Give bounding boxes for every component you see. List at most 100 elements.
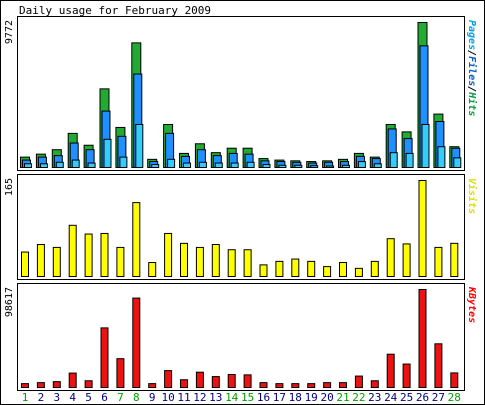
- bar-pages-day-8: [135, 123, 144, 168]
- bar-visits-day-8: [132, 202, 141, 277]
- bar-kbytes-day-3: [52, 381, 61, 388]
- x-tick-label: 26: [416, 391, 429, 404]
- bar-visits-day-4: [68, 224, 77, 278]
- bar-pages-day-14: [230, 162, 239, 169]
- bar-visits-day-12: [195, 246, 204, 277]
- panel-middle: 165 Visits: [4, 174, 478, 280]
- bar-pages-day-24: [389, 152, 398, 168]
- bar-pages-day-23: [373, 163, 382, 168]
- x-tick-label: 18: [289, 391, 302, 404]
- bar-kbytes-day-6: [100, 327, 109, 389]
- ymax-label: 9772: [4, 20, 15, 44]
- bar-visits-day-22: [354, 267, 363, 278]
- panel-frame: [17, 174, 465, 280]
- series-legend-label: KBytes: [466, 286, 477, 323]
- bar-kbytes-day-20: [323, 382, 332, 388]
- bar-visits-day-15: [243, 249, 252, 277]
- bar-kbytes-day-17: [275, 383, 284, 388]
- x-tick-label: 24: [384, 391, 398, 404]
- x-tick-label: 9: [149, 391, 156, 404]
- bar-kbytes-day-23: [370, 380, 379, 389]
- x-tick-label: 19: [305, 391, 318, 404]
- series-legend-label: Pages/Files/Hits: [466, 20, 478, 116]
- legend-text: KBytes: [466, 286, 477, 323]
- bar-visits-day-24: [386, 238, 395, 278]
- bar-kbytes-day-21: [339, 382, 347, 388]
- bar-kbytes-day-25: [402, 363, 411, 389]
- chart-title: Daily usage for February 2009: [19, 4, 211, 17]
- bar-kbytes-day-12: [195, 371, 204, 388]
- x-tick-label: 16: [257, 391, 270, 404]
- bar-pages-day-18: [294, 164, 303, 168]
- bar-pages-day-5: [87, 162, 96, 169]
- bar-kbytes-day-14: [227, 373, 236, 389]
- bar-visits-day-10: [164, 232, 173, 277]
- bar-visits-day-20: [323, 266, 332, 278]
- bar-visits-day-5: [84, 233, 93, 277]
- bar-pages-day-12: [198, 161, 207, 169]
- x-tick-label: 12: [193, 391, 206, 404]
- panel-top: 9772 Pages/Files/Hits: [4, 16, 478, 171]
- bar-pages-day-27: [437, 146, 446, 169]
- bar-visits-day-14: [227, 249, 236, 277]
- legend-text: Visits: [466, 178, 478, 214]
- x-tick-label: 20: [320, 391, 333, 404]
- bar-pages-day-20: [326, 165, 335, 169]
- x-tick-label: 2: [38, 391, 45, 404]
- x-tick-label: 3: [53, 391, 60, 404]
- bar-pages-day-3: [55, 161, 64, 169]
- ymax-label: 98617: [4, 287, 15, 317]
- bar-visits-day-27: [434, 246, 443, 277]
- bar-visits-day-3: [52, 246, 61, 277]
- x-tick-label: 15: [241, 391, 254, 404]
- bar-pages-day-10: [167, 158, 176, 169]
- bar-visits-day-19: [307, 260, 316, 278]
- bar-kbytes-day-13: [211, 376, 220, 388]
- x-tick-label: 7: [117, 391, 124, 404]
- bar-visits-day-26: [418, 180, 427, 277]
- bar-visits-day-23: [370, 260, 379, 278]
- bar-visits-day-13: [211, 244, 220, 277]
- bar-visits-day-21: [339, 262, 347, 278]
- bar-pages-day-17: [278, 164, 287, 168]
- bar-pages-day-15: [246, 161, 255, 169]
- bar-kbytes-day-11: [180, 379, 188, 389]
- bar-pages-day-28: [453, 157, 462, 169]
- x-tick-label: 13: [209, 391, 222, 404]
- ymax-label: 165: [4, 178, 15, 196]
- x-tick-label: 21: [336, 391, 349, 404]
- legend-text: Pages: [466, 20, 477, 50]
- legend-text: /: [466, 50, 477, 56]
- bar-visits-day-16: [259, 264, 268, 278]
- x-tick-label: 22: [352, 391, 365, 404]
- bar-kbytes-day-19: [307, 383, 316, 388]
- bar-visits-day-25: [402, 243, 411, 277]
- x-tick-label: 4: [69, 391, 76, 404]
- bar-pages-day-26: [421, 123, 430, 168]
- panel-frame: [17, 283, 465, 391]
- x-tick-label: 14: [225, 391, 239, 404]
- bar-pages-day-6: [103, 138, 112, 168]
- bar-kbytes-day-1: [21, 383, 29, 388]
- x-tick-label: 25: [400, 391, 413, 404]
- series-legend-label: Visits: [466, 178, 478, 214]
- bar-kbytes-day-22: [354, 375, 363, 389]
- x-tick-label: 8: [133, 391, 140, 404]
- bar-pages-day-13: [214, 162, 223, 169]
- x-tick-label: 1: [22, 391, 29, 404]
- bar-kbytes-day-24: [386, 353, 395, 388]
- bar-pages-day-9: [151, 164, 160, 168]
- x-tick-label: 10: [161, 391, 174, 404]
- bar-visits-day-2: [36, 244, 45, 277]
- bar-pages-day-21: [342, 164, 350, 168]
- bar-visits-day-6: [100, 232, 109, 277]
- bar-visits-day-28: [450, 242, 459, 277]
- bar-kbytes-day-10: [164, 370, 173, 388]
- x-tick-label: 11: [177, 391, 190, 404]
- bar-pages-day-11: [183, 162, 191, 169]
- x-tick-label: 28: [448, 391, 461, 404]
- bar-kbytes-day-4: [68, 372, 77, 389]
- x-tick-label: 17: [273, 391, 286, 404]
- bar-visits-day-11: [180, 242, 188, 277]
